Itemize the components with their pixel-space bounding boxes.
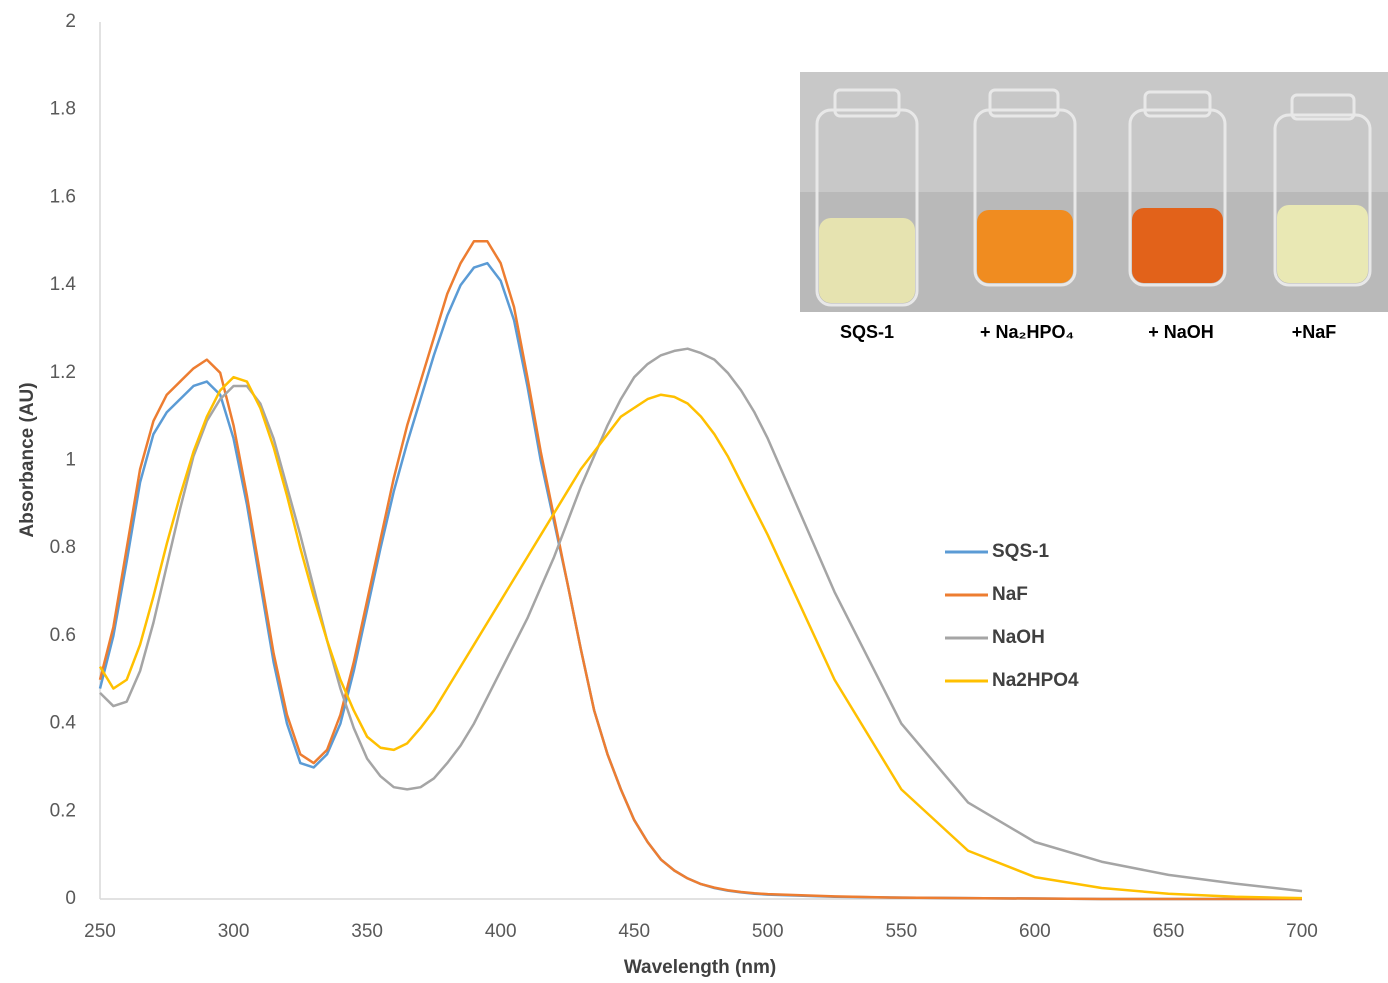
inset-photo	[800, 72, 1388, 312]
x-tick-label: 600	[1019, 921, 1051, 942]
legend-label: NaF	[992, 584, 1028, 605]
x-axis-title: Wavelength (nm)	[624, 957, 776, 978]
x-tick-label: 450	[618, 921, 650, 942]
y-tick-label: 1	[65, 450, 76, 471]
legend-label: Na2HPO4	[992, 670, 1079, 691]
x-tick-label: 500	[752, 921, 784, 942]
series-line	[100, 263, 1302, 899]
inset-label: + NaOH	[1148, 322, 1214, 342]
y-tick-label: 1.2	[50, 362, 76, 383]
y-tick-label: 0.6	[50, 625, 76, 646]
series-line	[100, 241, 1302, 899]
x-tick-label: 650	[1153, 921, 1185, 942]
x-tick-label: 350	[351, 921, 383, 942]
series-line	[100, 349, 1302, 891]
chart: Wavelength (nm) Absorbance (AU) 0 0.2 0.4 0…	[0, 0, 1388, 983]
inset-label: +NaF	[1292, 322, 1337, 342]
y-tick-label: 0.4	[50, 713, 77, 734]
x-tick-label: 250	[84, 921, 116, 942]
inset-label: + Na₂HPO₄	[980, 322, 1074, 342]
x-tick-label: 400	[485, 921, 517, 942]
series-line	[100, 377, 1302, 898]
y-axis-title: Absorbance (AU)	[17, 382, 38, 537]
y-tick-label: 0.8	[50, 537, 76, 558]
y-tick-label: 2	[65, 11, 76, 32]
x-tick-label: 550	[885, 921, 917, 942]
y-tick-label: 1.8	[50, 99, 76, 120]
y-tick-label: 1.4	[50, 274, 77, 295]
x-tick-label: 700	[1286, 921, 1318, 942]
x-tick-label: 300	[218, 921, 250, 942]
legend-label: SQS-1	[992, 541, 1049, 562]
y-tick-label: 0	[65, 888, 76, 909]
inset-label: SQS-1	[840, 322, 894, 342]
y-tick-label: 1.6	[50, 186, 76, 207]
legend-label: NaOH	[992, 627, 1045, 648]
y-tick-label: 0.2	[50, 800, 76, 821]
